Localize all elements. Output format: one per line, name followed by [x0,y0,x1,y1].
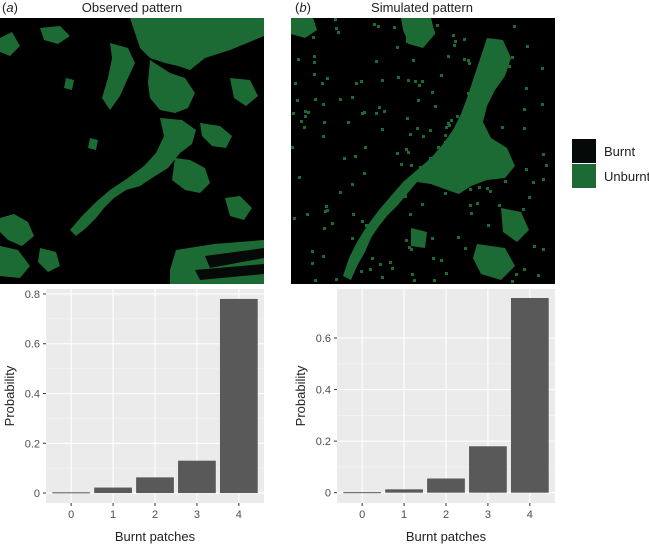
y-tick-label: 0.2 [316,436,331,448]
bar-3 [178,460,216,494]
bar-0 [52,492,91,494]
x-tick-label: 2 [443,509,449,521]
x-tick-label: 4 [527,509,533,521]
simulated-pattern-map [291,18,555,284]
bar-chart-observed-svg: 0 0.2 0.4 0.6 0.8 0 1 2 3 4 Burnt patches Probabili… [2,289,264,544]
y-axis-label: Probability [2,365,17,426]
x-tick-label: 2 [152,509,158,521]
bar-4 [510,298,549,493]
x-axis-label: Burnt patches [115,529,196,544]
bar-3 [469,446,507,493]
y-tick-label: 0.2 [25,438,40,450]
panel-a-label: (a) [2,0,18,15]
legend-swatch-burnt [572,139,596,163]
x-tick-label: 0 [359,509,365,521]
x-tick-label: 3 [194,509,200,521]
legend-label-burnt: Burnt [604,143,636,159]
legend-item-unburnt: Unburnt [572,164,649,188]
bar-2 [136,477,174,494]
x-tick-label: 0 [68,509,74,521]
y-axis-label: Probability [293,365,308,426]
bar-1 [94,487,132,494]
y-tick-label: 0 [325,488,331,500]
x-axis-label: Burnt patches [406,529,487,544]
x-tick-label: 4 [236,509,242,521]
y-tick-label: 0.8 [25,289,40,301]
y-tick-label: 0.4 [316,385,331,397]
y-tick-label: 0.6 [316,333,331,345]
x-tick-label: 1 [401,509,407,521]
y-tick-label: 0.4 [25,389,40,401]
y-tick-label: 0 [34,488,40,500]
bar-4 [219,298,258,494]
bar-2 [427,478,465,493]
panel-a-title: Observed pattern [81,0,183,15]
bar-chart-observed: 0 0.2 0.4 0.6 0.8 0 1 2 3 4 Burnt patches Probabili… [0,285,270,544]
bar-1 [385,489,423,493]
observed-pattern-map [0,18,264,284]
legend-swatch-unburnt [572,164,596,188]
bar-0 [343,492,382,494]
legend-label-unburnt: Unburnt [604,168,649,184]
legend-item-burnt: Burnt [572,139,635,163]
x-tick-label: 3 [485,509,491,521]
panel-b-label: (b) [295,0,311,15]
bar-chart-simulated-svg: 0 0.2 0.4 0.6 0 1 2 3 4 Burnt patches Probability [293,289,555,544]
y-tick-label: 0.6 [25,339,40,351]
bar-chart-simulated: 0 0.2 0.4 0.6 0 1 2 3 4 Burnt patches Probability [291,285,561,544]
x-tick-label: 1 [110,509,116,521]
panel-b-title: Simulated pattern [371,0,473,15]
